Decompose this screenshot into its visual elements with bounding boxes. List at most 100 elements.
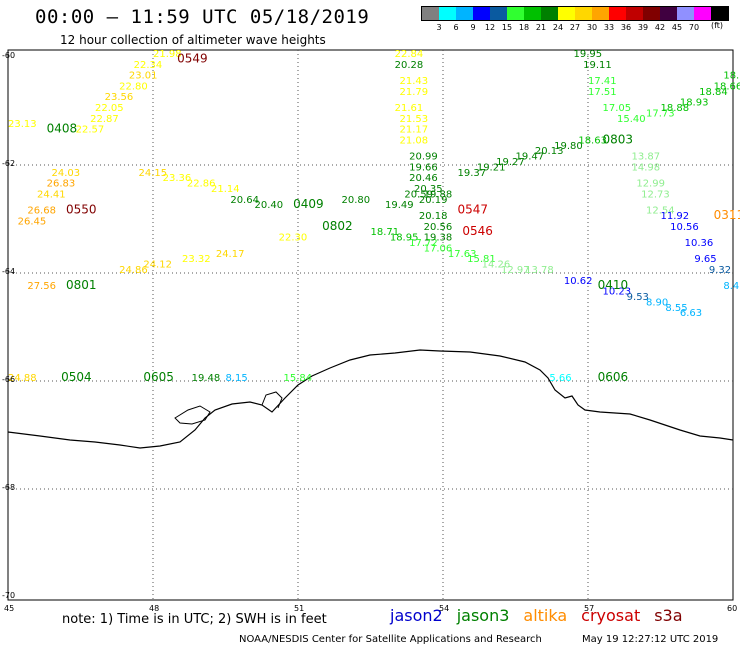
swh-value: 26.68 xyxy=(27,206,56,217)
swh-value: 23.01 xyxy=(129,71,158,82)
swh-value: 20.18 xyxy=(419,211,448,222)
swh-value: 20.99 xyxy=(409,152,438,163)
pass-time-label: 0409 xyxy=(293,197,324,211)
pass-time-label: 0802 xyxy=(322,219,353,233)
graticule xyxy=(8,50,733,600)
legend-label: 30 xyxy=(586,23,598,32)
legend-labels: 3 6 9 12 15 18 21 24 27 30 33 36 39 42 45 70 xyxy=(421,21,729,33)
legend-swatch xyxy=(609,7,626,20)
legend-label: 6 xyxy=(453,23,459,32)
satellite-jason3: jason3 xyxy=(456,606,510,625)
swh-value: 12.99 xyxy=(636,179,665,190)
swh-value: 22.57 xyxy=(76,125,105,136)
swh-value: 21.43 xyxy=(400,76,429,87)
swh-value: 24.41 xyxy=(37,189,66,200)
swh-value: 14.26 xyxy=(482,260,511,271)
legend-label: 9 xyxy=(470,23,476,32)
swh-value: 22.86 xyxy=(187,179,216,190)
swh-value: 19.47 xyxy=(516,152,545,163)
swh-value: 24.15 xyxy=(139,168,168,179)
swh-value: 20.56 xyxy=(424,222,453,233)
longitude-tick: 60 xyxy=(727,604,738,613)
coastline xyxy=(7,349,734,449)
latitude-tick: -66 xyxy=(2,375,16,384)
swh-value: 5.66 xyxy=(549,373,571,384)
swh-value: 12.97 xyxy=(501,265,530,276)
swh-value: 20.40 xyxy=(255,200,284,211)
map-subtitle: 12 hour collection of altimeter wave hei… xyxy=(60,33,326,47)
legend-swatch xyxy=(558,7,575,20)
swh-value: 14.98 xyxy=(632,162,661,173)
longitude-tick: 57 xyxy=(584,604,595,613)
pass-time-label: 0605 xyxy=(143,370,174,384)
swh-value: 6.63 xyxy=(680,308,702,319)
legend-label: 15 xyxy=(501,23,513,32)
legend-label: 45 xyxy=(671,23,683,32)
satellite-s3a: s3a xyxy=(654,606,683,625)
swh-value: 17.73 xyxy=(646,108,675,119)
swh-value: 21.79 xyxy=(400,87,429,98)
pass-time-label: 0550 xyxy=(66,203,97,217)
swh-value: 10.36 xyxy=(685,238,714,249)
legend-label: 12 xyxy=(484,23,496,32)
swh-value: 21.53 xyxy=(400,114,429,125)
swh-value: 24.86 xyxy=(119,265,148,276)
satellite-legend: jason2 jason3 altika cryosat s3a xyxy=(390,606,683,625)
longitude-tick: 45 xyxy=(4,604,15,613)
swh-value: 23.32 xyxy=(182,254,211,265)
swh-value: 26.83 xyxy=(47,179,76,190)
swh-value: 19.49 xyxy=(385,200,414,211)
swh-value: 24.17 xyxy=(216,249,245,260)
legend-swatch xyxy=(439,7,456,20)
legend-swatch xyxy=(456,7,473,20)
credit-line: NOAA/NESDIS Center for Satellite Applica… xyxy=(239,634,542,645)
pass-time-label: 0504 xyxy=(61,370,92,384)
pass-time-label: 0801 xyxy=(66,278,97,292)
pass-time-label: 0606 xyxy=(598,370,629,384)
footnote: note: 1) Time is in UTC; 2) SWH is in fe… xyxy=(62,612,327,627)
swh-value: 20.59 xyxy=(404,189,433,200)
legend-swatch xyxy=(473,7,490,20)
swh-value: 8.90 xyxy=(646,297,668,308)
pass-time-label: 0408 xyxy=(47,122,78,136)
longitude-tick: 51 xyxy=(294,604,305,613)
pass-time-label: 0410 xyxy=(598,278,629,292)
swh-value: 10.56 xyxy=(670,222,699,233)
swh-value: 20.80 xyxy=(342,195,371,206)
map-title: 00:00 – 11:59 UTC 05/18/2019 xyxy=(35,6,370,28)
satellite-cryosat: cryosat xyxy=(581,606,641,625)
legend-label: 36 xyxy=(620,23,632,32)
swh-value: 23.13 xyxy=(8,119,37,130)
legend-swatch xyxy=(711,7,728,20)
coastline-bay xyxy=(261,391,283,409)
legend-label: 27 xyxy=(569,23,581,32)
swh-value: 19.88 xyxy=(424,189,453,200)
swh-value: 23.36 xyxy=(163,173,192,184)
legend-swatch xyxy=(507,7,524,20)
legend-label: 24 xyxy=(552,23,564,32)
swh-value: 18.88 xyxy=(661,103,690,114)
latitude-tick: -68 xyxy=(2,483,16,492)
swh-value: 19.38 xyxy=(424,233,453,244)
swh-value: 18.84 xyxy=(699,87,728,98)
coastline-island xyxy=(174,405,211,425)
swh-value: 9.53 xyxy=(627,292,649,303)
legend-swatch xyxy=(643,7,660,20)
track-value-labels: 21.9822.3423.0122.8023.5622.0522.8722.57… xyxy=(8,49,740,384)
swh-value: 13.87 xyxy=(632,152,661,163)
legend-label: 70 xyxy=(688,23,700,32)
legend-label: 33 xyxy=(603,23,615,32)
swh-value: 12.73 xyxy=(641,189,670,200)
swh-value: 17.05 xyxy=(603,103,632,114)
swh-value: 19.95 xyxy=(574,49,603,60)
swh-value: 27.56 xyxy=(27,281,56,292)
legend-swatch xyxy=(490,7,507,20)
legend-swatch xyxy=(541,7,558,20)
swh-value: 20.35 xyxy=(414,184,443,195)
latitude-tick: -62 xyxy=(2,159,16,168)
legend-swatch xyxy=(626,7,643,20)
swh-value: 9.32 xyxy=(709,265,731,276)
pass-time-label: 0549 xyxy=(177,51,208,65)
swh-value: 8.15 xyxy=(226,373,248,384)
longitude-tick: 48 xyxy=(149,604,160,613)
